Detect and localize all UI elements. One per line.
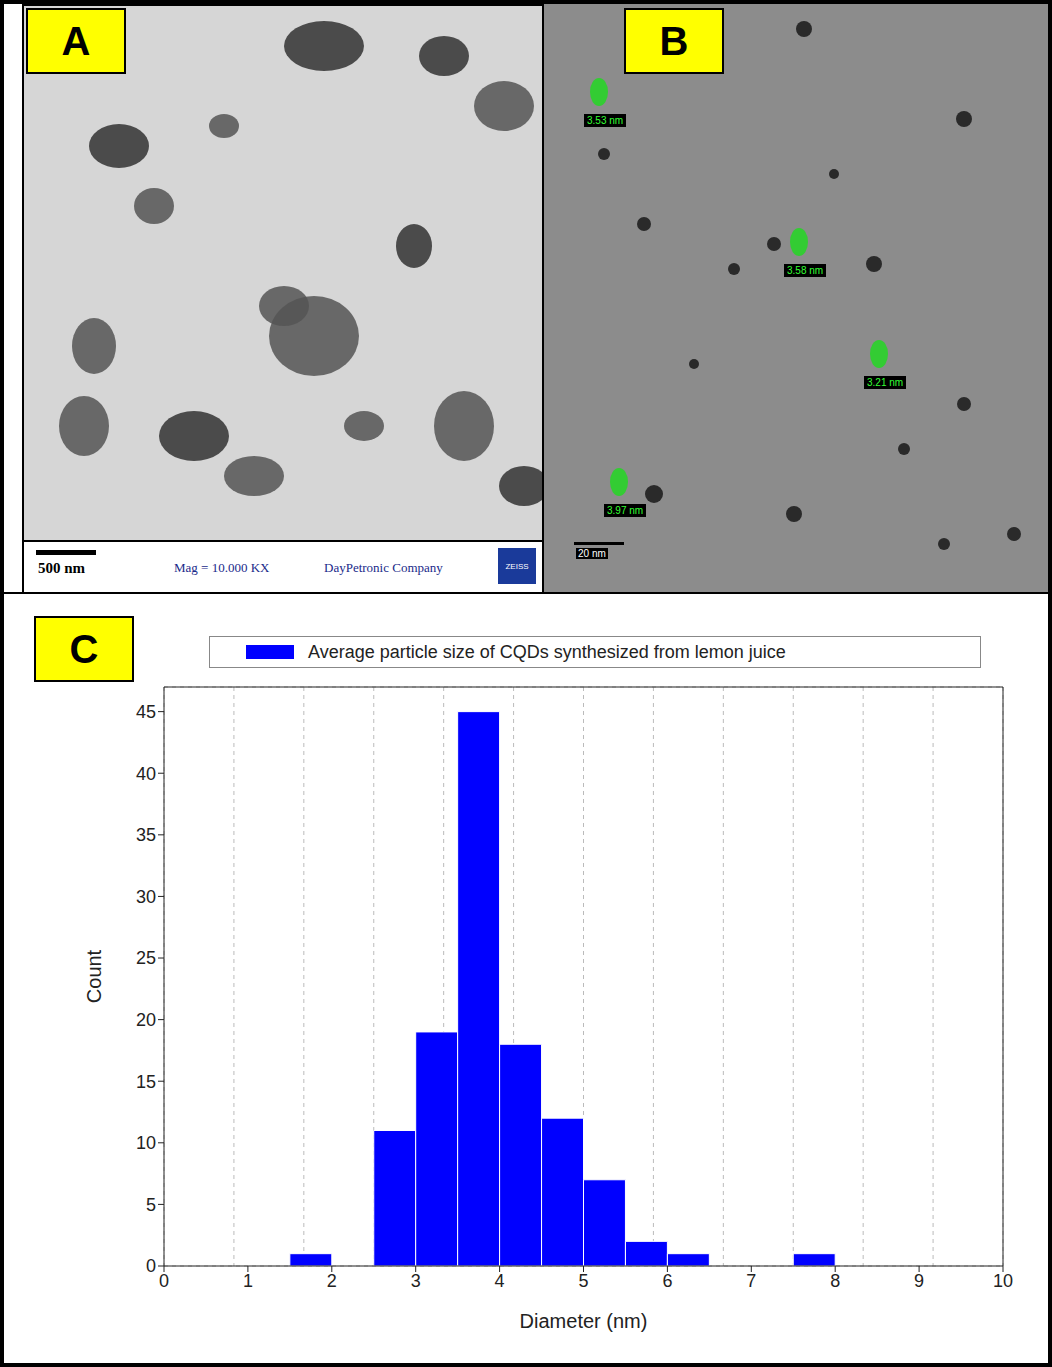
html-text:Mag = 10.000 KX: Mag = 10.000 KX (174, 560, 270, 575)
svg-text:9: 9 (914, 1271, 924, 1291)
svg-text:5: 5 (146, 1195, 156, 1215)
html-text:DayPetronic Company: DayPetronic Company (324, 560, 443, 575)
html-text:500 nm: 500 nm (38, 560, 86, 576)
svg-text:0: 0 (146, 1256, 156, 1276)
svg-text:3: 3 (411, 1271, 421, 1291)
svg-text:5: 5 (578, 1271, 588, 1291)
html-text:A: A (61, 18, 91, 63)
html-text:3.58 nm: 3.58 nm (787, 265, 824, 276)
svg-text:15: 15 (136, 1072, 156, 1092)
svg-text:10: 10 (136, 1133, 156, 1153)
svg-text:4: 4 (495, 1271, 505, 1291)
svg-text:7: 7 (746, 1271, 756, 1291)
html-text:B: B (659, 18, 689, 63)
svg-text:1: 1 (243, 1271, 253, 1291)
html-text:ZEISS: ZEISS (505, 561, 529, 571)
svg-text:25: 25 (136, 948, 156, 968)
svg-text:30: 30 (136, 887, 156, 907)
html-text:3.97 nm: 3.97 nm (607, 505, 644, 516)
html-text:C: C (69, 626, 99, 671)
svg-text:Count: Count (83, 949, 105, 1003)
svg-text:10: 10 (993, 1271, 1013, 1291)
svg-text:45: 45 (136, 702, 156, 722)
svg-text:0: 0 (159, 1271, 169, 1291)
html-text:20 nm: 20 nm (578, 548, 606, 559)
svg-text:6: 6 (662, 1271, 672, 1291)
svg-text:Diameter (nm): Diameter (nm) (520, 1310, 648, 1332)
html-text:3.53 nm: 3.53 nm (587, 115, 624, 126)
svg-text:35: 35 (136, 825, 156, 845)
svg-text:8: 8 (830, 1271, 840, 1291)
svg-text:40: 40 (136, 764, 156, 784)
html-text:3.21 nm: 3.21 nm (867, 377, 904, 388)
html-text:Average particle size of CQDs: Average particle size of CQDs synthesize… (308, 641, 786, 662)
svg-text:2: 2 (327, 1271, 337, 1291)
svg-text:20: 20 (136, 1010, 156, 1030)
